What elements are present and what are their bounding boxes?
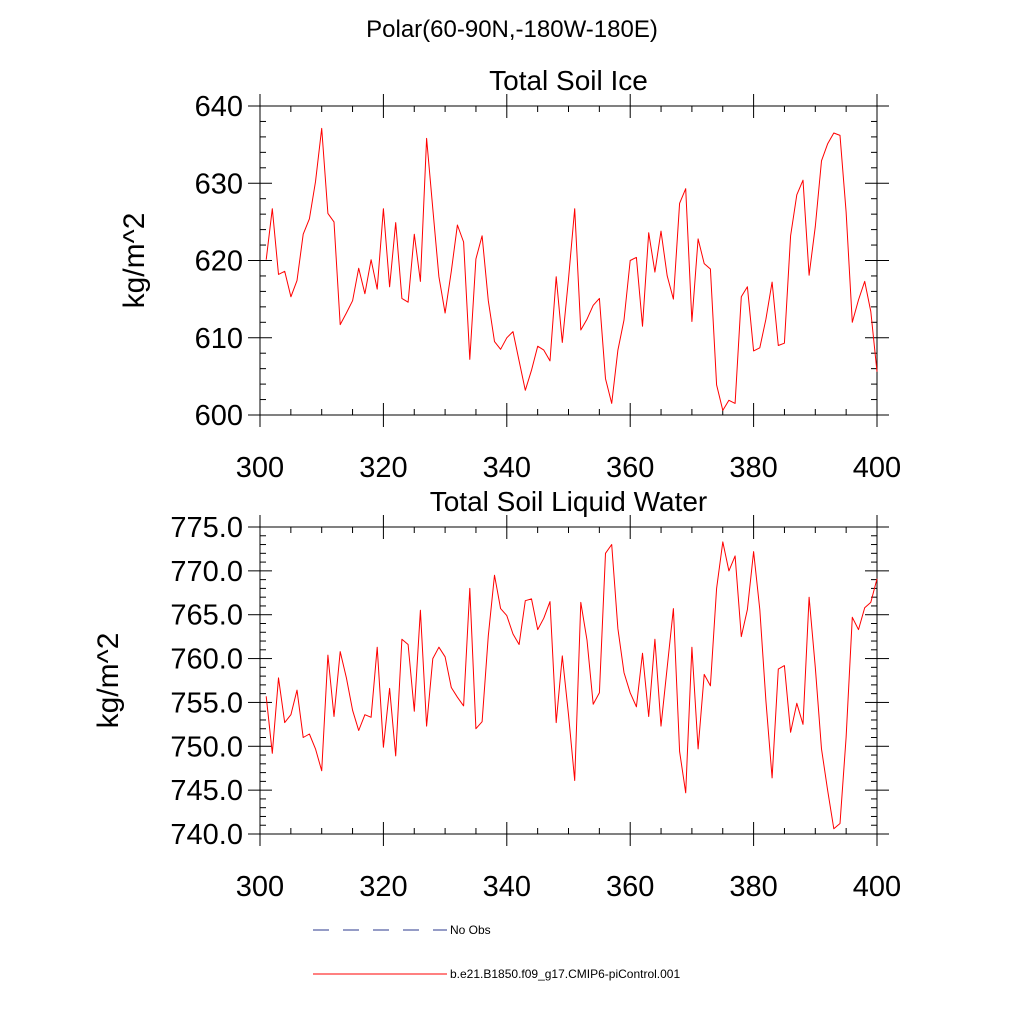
y-axis-label: kg/m^2 (92, 633, 125, 729)
y-tick-label: 750.0 (170, 731, 243, 763)
series-line (265, 541, 878, 830)
legend-obs-label: No Obs (450, 923, 491, 937)
y-tick-label: 775.0 (170, 512, 243, 544)
x-tick-label: 380 (729, 871, 777, 903)
legend-model-label: b.e21.B1850.f09_g17.CMIP6-piControl.001 (450, 967, 680, 981)
plot-frame (259, 526, 878, 835)
x-tick-label: 340 (483, 871, 531, 903)
y-tick-label: 745.0 (170, 775, 243, 807)
panel-total-soil-ice: Total Soil Ice kg/m^2 300 320 340 360 380 400 60… (118, 65, 901, 484)
y-axis-label: kg/m^2 (118, 213, 151, 309)
x-tick-label: 320 (359, 452, 407, 484)
x-tick-label: 300 (236, 452, 284, 484)
y-tick-label: 755.0 (170, 687, 243, 719)
figure-suptitle: Polar(60-90N,-180W-180E) (366, 16, 658, 43)
chart-title: Total Soil Ice (489, 65, 648, 96)
series-line (265, 127, 878, 411)
y-tick-label: 600 (195, 400, 243, 432)
chart-title: Total Soil Liquid Water (430, 486, 708, 517)
legend: No Obs b.e21.B1850.f09_g17.CMIP6-piContr… (313, 923, 680, 981)
x-tick-label: 380 (729, 452, 777, 484)
plot-frame (259, 105, 878, 416)
x-tick-label: 400 (853, 871, 901, 903)
x-tick-label: 300 (236, 871, 284, 903)
x-tick-label: 320 (359, 871, 407, 903)
x-tick-label: 400 (853, 452, 901, 484)
x-tick-label: 360 (606, 452, 654, 484)
y-tick-label: 610 (195, 323, 243, 355)
y-tick-label: 630 (195, 168, 243, 200)
y-tick-label: 765.0 (170, 600, 243, 632)
y-tick-label: 760.0 (170, 644, 243, 676)
panel-total-soil-liquid-water: Total Soil Liquid Water kg/m^2 300 320 340 36… (92, 486, 901, 903)
x-tick-label: 340 (483, 452, 531, 484)
y-tick-label: 770.0 (170, 556, 243, 588)
y-tick-label: 640 (195, 91, 243, 123)
y-tick-label: 620 (195, 246, 243, 278)
y-tick-label: 740.0 (170, 819, 243, 851)
x-tick-label: 360 (606, 871, 654, 903)
